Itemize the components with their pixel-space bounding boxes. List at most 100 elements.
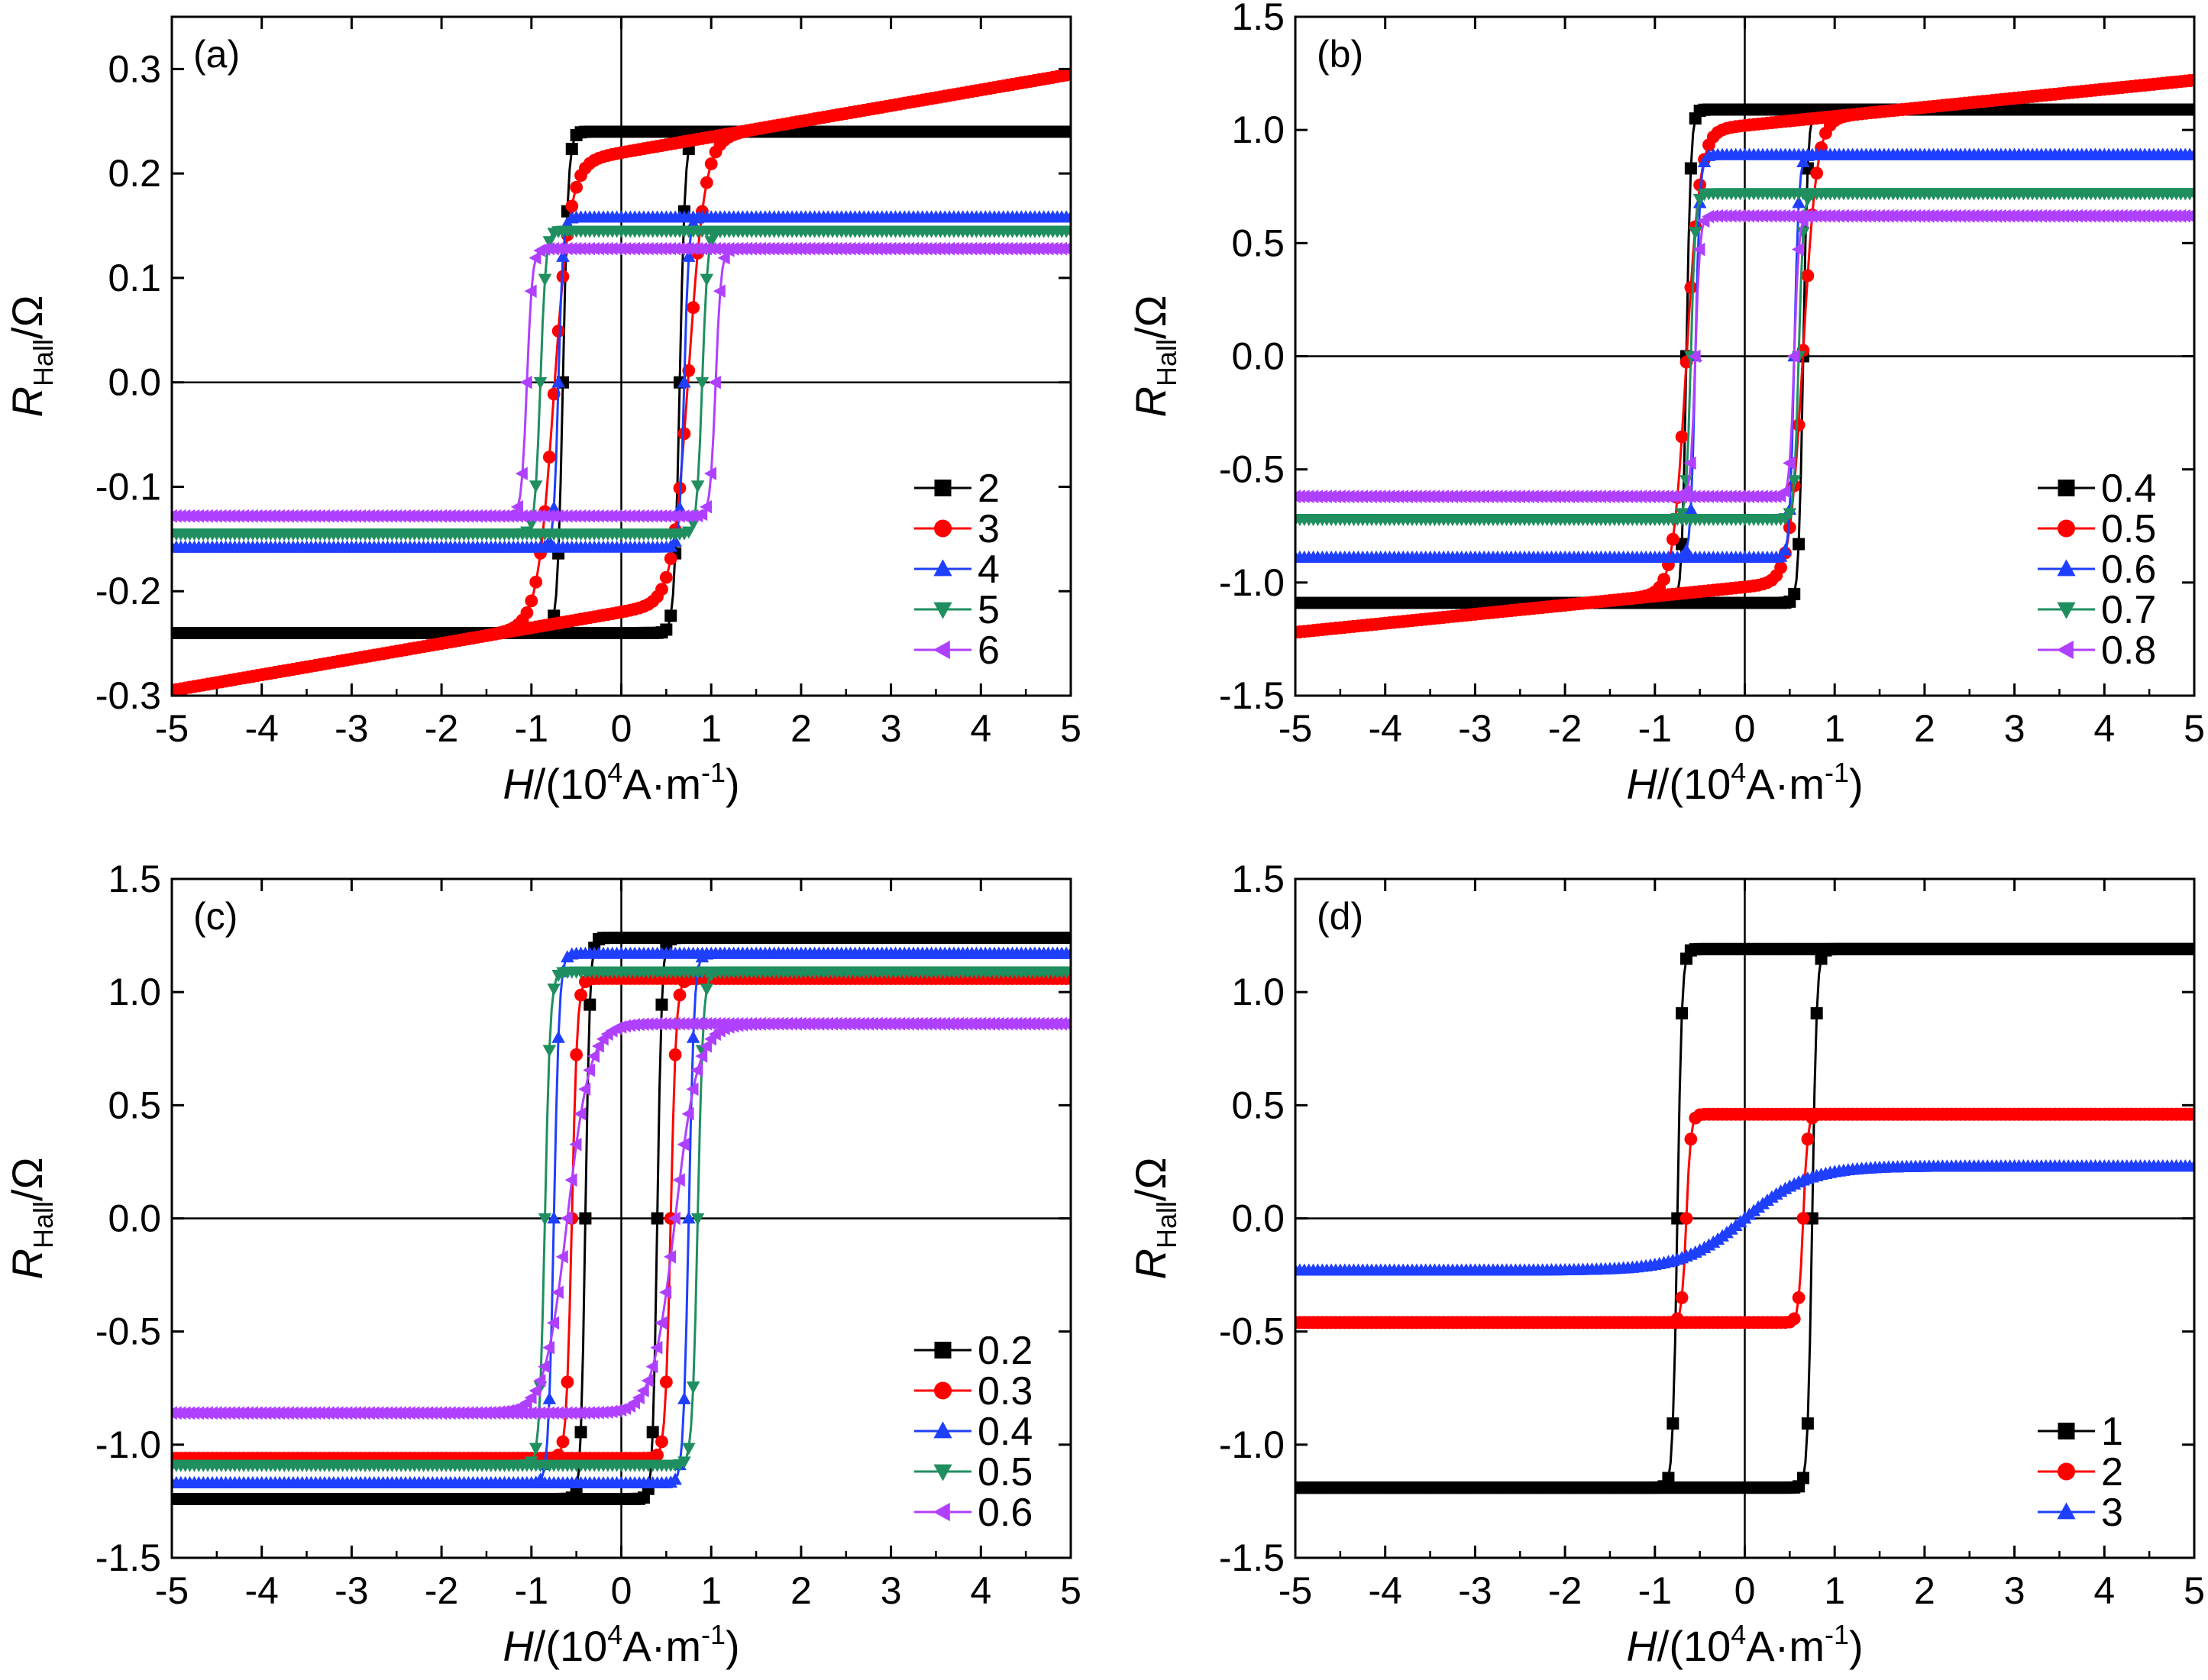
data-point bbox=[515, 467, 528, 480]
y-tick-label: -0.3 bbox=[95, 674, 161, 717]
legend-label: 0.6 bbox=[2101, 548, 2156, 592]
data-point bbox=[660, 623, 673, 636]
y-tick-label: 0.1 bbox=[108, 257, 161, 299]
data-point bbox=[1773, 549, 1788, 562]
x-tick-label: 5 bbox=[1060, 707, 1081, 750]
x-tick-label: -1 bbox=[515, 707, 548, 750]
x-tick-label: -3 bbox=[335, 707, 368, 750]
data-point bbox=[1679, 484, 1692, 499]
legend-marker bbox=[933, 559, 952, 577]
series-4 bbox=[172, 210, 1071, 553]
data-point bbox=[700, 273, 714, 286]
y-tick-label: -1.0 bbox=[1219, 561, 1285, 604]
y-tick-label: -0.1 bbox=[95, 465, 161, 508]
legend-label: 6 bbox=[978, 628, 1000, 673]
x-axis-title: H/(104A·m-1) bbox=[503, 757, 739, 808]
data-point bbox=[2187, 188, 2194, 201]
x-tick-label: -1 bbox=[1638, 707, 1672, 750]
y-tick-label: 0.2 bbox=[108, 152, 161, 195]
data-point bbox=[1065, 932, 1071, 945]
series-0.5 bbox=[1295, 73, 2194, 639]
data-point bbox=[1801, 269, 1815, 283]
data-point bbox=[664, 552, 677, 565]
data-point bbox=[2187, 147, 2194, 160]
hall-panel-1: -5 -4 -3 -2 -1 0 1 2 3 4 5-1.5-1.0-0.50.00.51.01.5… bbox=[1127, 0, 2205, 808]
data-point bbox=[1783, 456, 1796, 470]
data-point bbox=[1683, 456, 1696, 470]
legend-label: 2 bbox=[978, 467, 1000, 511]
data-point bbox=[529, 480, 543, 493]
data-point bbox=[551, 1449, 565, 1462]
series-0.2 bbox=[172, 932, 1071, 1505]
legend-label: 0.5 bbox=[2101, 507, 2156, 551]
data-point bbox=[584, 998, 596, 1011]
data-point bbox=[520, 606, 534, 619]
data-point bbox=[565, 143, 578, 156]
data-point bbox=[2187, 73, 2194, 87]
y-tick-label: 0.0 bbox=[1231, 335, 1285, 378]
panel-label: (b) bbox=[1317, 33, 1363, 76]
y-tick-label: 0.0 bbox=[108, 361, 161, 404]
data-point bbox=[1793, 538, 1806, 551]
data-point bbox=[1063, 244, 1071, 253]
data-point bbox=[524, 284, 537, 299]
data-point bbox=[1688, 227, 1702, 240]
data-point bbox=[690, 480, 705, 493]
data-point bbox=[574, 988, 587, 1002]
series-0.6 bbox=[1295, 147, 2194, 564]
data-point bbox=[1791, 242, 1804, 257]
y-tick-label: -0.2 bbox=[95, 570, 161, 612]
data-point bbox=[570, 1048, 584, 1061]
y-tick-label: 0.3 bbox=[108, 47, 161, 90]
data-point bbox=[551, 375, 565, 388]
series-0.8 bbox=[1295, 208, 2194, 504]
data-point bbox=[704, 157, 718, 170]
data-point bbox=[2188, 103, 2194, 116]
data-point bbox=[1684, 502, 1698, 515]
data-point bbox=[1792, 195, 1806, 208]
data-point bbox=[713, 284, 726, 299]
legend-marker bbox=[933, 640, 950, 660]
data-point bbox=[1064, 210, 1071, 223]
data-point bbox=[525, 594, 538, 608]
x-tick-label: 2 bbox=[1914, 707, 1935, 750]
data-point bbox=[538, 273, 552, 286]
legend-marker bbox=[2057, 519, 2076, 538]
data-point bbox=[1774, 561, 1787, 574]
data-point bbox=[651, 1212, 664, 1225]
legend-label: 0.4 bbox=[2101, 467, 2156, 511]
x-tick-label: -5 bbox=[1279, 707, 1312, 750]
data-point bbox=[1788, 587, 1801, 600]
legend-marker bbox=[933, 519, 952, 538]
panel-label: (a) bbox=[193, 33, 240, 76]
x-tick-label: 1 bbox=[1824, 707, 1845, 750]
data-point bbox=[1778, 484, 1791, 499]
data-point bbox=[1778, 543, 1793, 556]
data-point bbox=[1787, 349, 1800, 363]
data-point bbox=[565, 199, 579, 213]
data-point bbox=[519, 375, 532, 389]
data-point bbox=[1684, 281, 1698, 294]
x-tick-label: 2 bbox=[790, 707, 812, 750]
data-point bbox=[520, 526, 534, 539]
plot-area bbox=[1295, 73, 2194, 639]
data-point bbox=[561, 1375, 574, 1389]
data-point bbox=[1692, 242, 1705, 257]
data-point bbox=[646, 1426, 659, 1439]
data-point bbox=[673, 988, 687, 1002]
data-point bbox=[704, 467, 716, 480]
x-tick-label: 5 bbox=[2184, 707, 2205, 750]
data-point bbox=[1792, 418, 1806, 431]
data-point bbox=[1679, 543, 1693, 556]
data-point bbox=[506, 507, 519, 522]
data-point bbox=[1064, 225, 1071, 238]
data-point bbox=[1688, 349, 1701, 363]
data-point bbox=[570, 180, 584, 194]
y-tick-label: 1.5 bbox=[1231, 0, 1285, 38]
hall-panel-2: -5 -4 -3 -2 -1 0 1 2 3 4 5-1.5-1.0-0.50.00.51.01.5… bbox=[3, 858, 1081, 1670]
data-point bbox=[695, 376, 710, 389]
data-point bbox=[556, 249, 570, 262]
data-point bbox=[681, 526, 696, 539]
data-point bbox=[717, 250, 730, 265]
